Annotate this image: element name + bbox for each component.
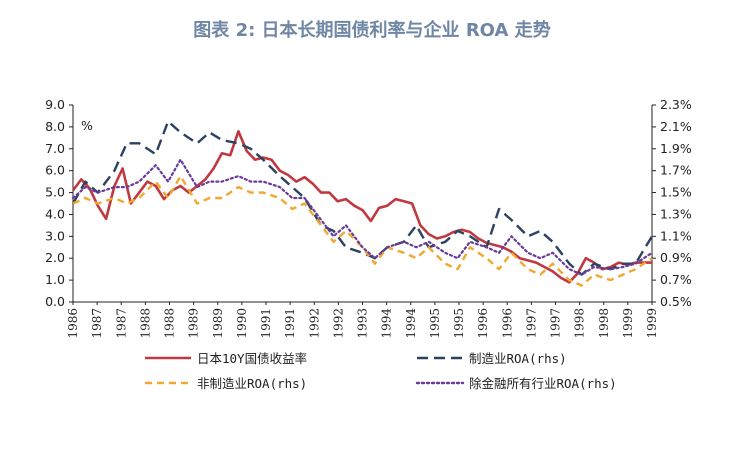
- right-tick-label: 0.5%: [660, 294, 692, 309]
- x-tick-label: 1993: [356, 308, 370, 339]
- left-tick-label: 6.0: [45, 163, 65, 178]
- x-tick-label: 1988: [163, 308, 177, 339]
- x-tick-label: 1992: [331, 308, 345, 339]
- series-line-4: [71, 158, 654, 276]
- left-tick-label: 0.0: [45, 294, 65, 309]
- left-tick-label: 8.0: [45, 119, 65, 134]
- x-tick-label: 1992: [307, 308, 321, 339]
- series-line-2: [71, 120, 654, 276]
- chart-title: 图表 2: 日本长期国债利率与企业 ROA 走势: [193, 20, 551, 41]
- left-tick-label: 3.0: [45, 228, 65, 243]
- right-tick-label: 0.7%: [660, 272, 692, 287]
- x-tick-label: 1995: [428, 308, 442, 339]
- x-tick-label: 1987: [90, 308, 104, 339]
- right-tick-label: 0.9%: [660, 250, 692, 265]
- x-tick-label: 1994: [380, 308, 394, 339]
- x-tick-label: 1998: [573, 308, 587, 339]
- x-axis: 1986 1987 1987 1988 1988 1989 1989 1990 1991 1991…: [66, 301, 659, 339]
- x-tick-label: 1996: [476, 308, 490, 339]
- left-tick-label: 7.0: [45, 141, 65, 156]
- x-tick-label: 1989: [211, 308, 225, 339]
- x-tick-label: 1997: [524, 308, 538, 339]
- left-tick-label: 1.0: [45, 272, 65, 287]
- left-tick-label: 9.0: [45, 97, 65, 112]
- x-tick-label: 1987: [114, 308, 128, 339]
- right-tick-label: 1.1%: [660, 228, 692, 243]
- right-tick-label: 1.7%: [660, 163, 692, 178]
- x-tick-label: 1989: [187, 308, 201, 339]
- legend-label-2: 制造业ROA(rhs): [469, 351, 567, 366]
- legend-label-3: 非制造业ROA(rhs): [197, 376, 307, 391]
- right-y-axis: 0.5% 0.7% 0.9% 1.1% 1.3% 1.5% 1.7% 1.9% 2.1% 2.3%: [651, 97, 692, 309]
- x-tick-label: 1991: [259, 308, 273, 339]
- x-tick-label: 1988: [138, 308, 152, 339]
- left-tick-label: 2.0: [45, 250, 65, 265]
- right-tick-label: 2.3%: [660, 97, 692, 112]
- x-tick-label: 1999: [621, 308, 635, 339]
- left-y-axis: 0.0 1.0 2.0 3.0 4.0 5.0 6.0 7.0 8.0 9.0: [45, 97, 74, 309]
- unit-label: %: [81, 118, 93, 133]
- series-line-3: [72, 174, 653, 287]
- x-tick-label: 1997: [549, 308, 563, 339]
- right-tick-label: 2.1%: [660, 119, 692, 134]
- x-tick-label: 1996: [500, 308, 514, 339]
- left-tick-label: 5.0: [45, 185, 65, 200]
- legend-label-1: 日本10Y国债收益率: [197, 351, 307, 366]
- x-tick-label: 1991: [283, 308, 297, 339]
- left-tick-label: 4.0: [45, 206, 65, 221]
- x-tick-label: 1998: [597, 308, 611, 339]
- x-tick-label: 1995: [452, 308, 466, 339]
- legend: 日本10Y国债收益率 制造业ROA(rhs) 非制造业ROA(rhs) 除金融所有行业…: [145, 351, 617, 391]
- series-line-1: [71, 130, 652, 284]
- legend-label-4: 除金融所有行业ROA(rhs): [469, 376, 617, 391]
- x-tick-label: 1999: [645, 308, 659, 339]
- x-tick-label: 1986: [66, 308, 80, 339]
- series-layer: [71, 120, 654, 287]
- x-tick-label: 1990: [235, 308, 249, 339]
- right-tick-label: 1.9%: [660, 141, 692, 156]
- x-tick-label: 1994: [404, 308, 418, 339]
- right-tick-label: 1.3%: [660, 206, 692, 221]
- right-tick-label: 1.5%: [660, 185, 692, 200]
